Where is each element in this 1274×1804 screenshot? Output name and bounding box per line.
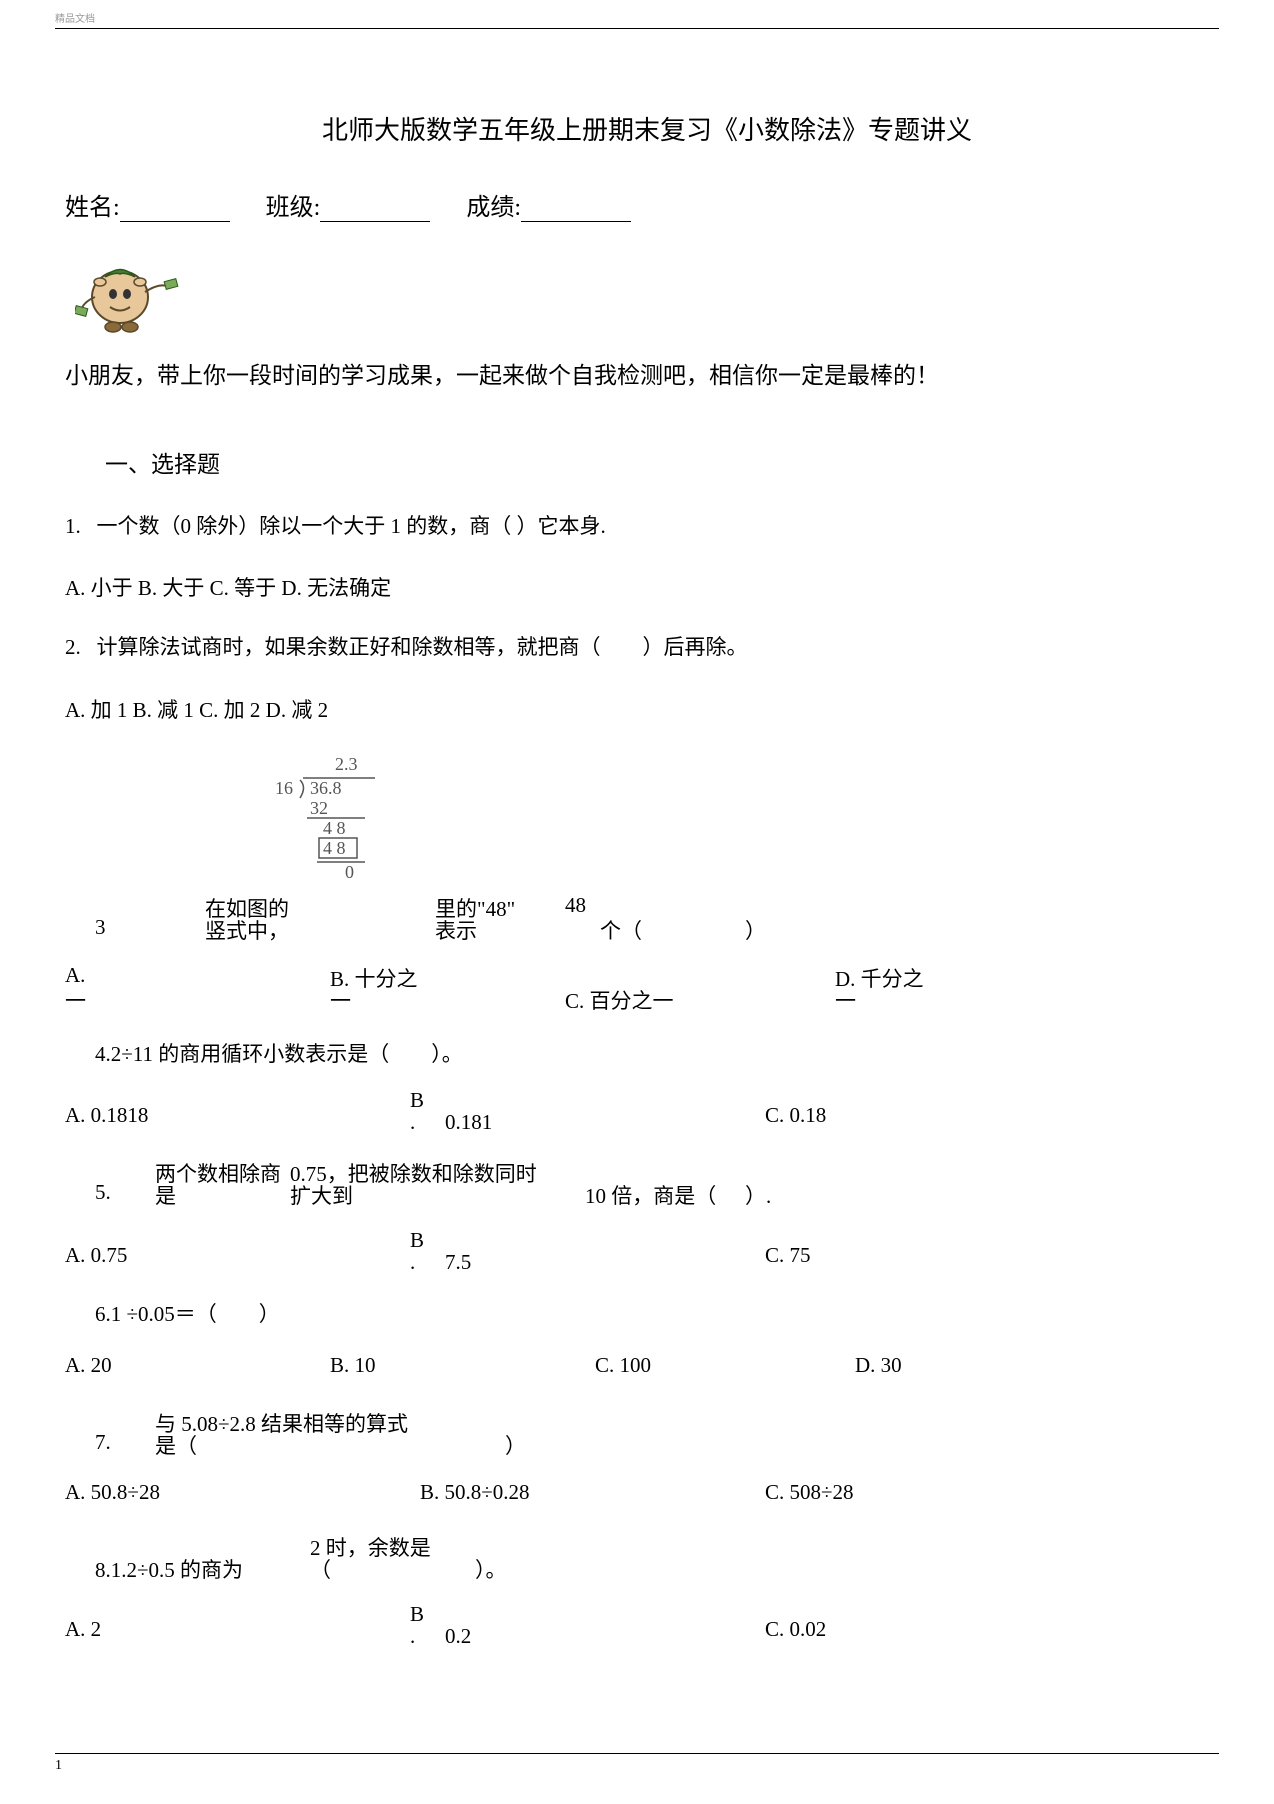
q1-options: A. 小于 B. 大于 C. 等于 D. 无法确定: [65, 572, 1189, 602]
q7-options: A. 50.8÷28 B. 50.8÷0.28 C. 508÷28: [65, 1480, 1189, 1510]
q4-opt-b2b: 0.181: [445, 1110, 492, 1135]
q1-number: 1.: [65, 509, 81, 545]
q2-text: 计算除法试商时，如果余数正好和除数相等，就把商（ ）后再除。: [97, 635, 748, 659]
q6-opt-a: A. 20: [65, 1353, 112, 1378]
q4-opt-b2: .: [410, 1110, 415, 1135]
q4-opt-c: C. 0.18: [765, 1103, 826, 1128]
q3-opt-d2: 一: [835, 985, 856, 1015]
q3-number: 3: [95, 915, 106, 940]
header-watermark: 精品文档: [55, 10, 95, 25]
document-title: 北师大版数学五年级上册期末复习《小数除法》专题讲义: [65, 110, 1189, 147]
q3-opt-c: C. 百分之一: [565, 985, 674, 1015]
q6-opt-c: C. 100: [595, 1353, 651, 1378]
bottom-divider: [55, 1753, 1219, 1754]
name-blank[interactable]: [120, 198, 230, 222]
question-1: 1. 一个数（0 除外）除以一个大于 1 的数，商（ ）它本身.: [65, 509, 1189, 545]
q5-options: A. 0.75 B . 7.5 C. 75: [65, 1228, 1189, 1278]
q8-opt-a: A. 2: [65, 1617, 101, 1642]
q3-opt-a2: 一: [65, 985, 86, 1015]
q7-p3: 是（: [155, 1430, 197, 1460]
page-number: 1: [55, 1758, 62, 1774]
question-2: 2. 计算除法试商时，如果余数正好和除数相等，就把商（ ）后再除。: [65, 630, 1189, 666]
q2-number: 2.: [65, 630, 81, 666]
step3-text: 0: [345, 862, 354, 882]
question-8: 8.1.2÷0.5 的商为 2 时，余数是 （ ）。: [65, 1532, 1189, 1582]
q5-opt-a: A. 0.75: [65, 1243, 127, 1268]
q8-options: A. 2 B . 0.2 C. 0.02: [65, 1602, 1189, 1652]
class-label: 班级:: [266, 195, 321, 221]
intro-text: 小朋友，带上你一段时间的学习成果，一起来做个自我检测吧，相信你一定是最棒的！: [65, 358, 1189, 395]
q8-opt-b2b: 0.2: [445, 1624, 471, 1649]
question-4: 4.2÷11 的商用循环小数表示是（ ）。: [95, 1038, 1189, 1068]
quotient-text: 2.3: [335, 754, 358, 774]
q6-options: A. 20 B. 10 C. 100 D. 30: [65, 1353, 1189, 1383]
q6-opt-b: B. 10: [330, 1353, 376, 1378]
q7-opt-b: B. 50.8÷0.28: [420, 1480, 530, 1505]
q8-opt-c: C. 0.02: [765, 1617, 826, 1642]
dividend-text: 36.8: [310, 778, 342, 798]
q7-p4: ）: [505, 1430, 526, 1460]
q8-p4: ）。: [475, 1554, 507, 1584]
q3-p7: 个（: [600, 915, 642, 945]
q5-number: 5.: [95, 1180, 111, 1205]
q3-p5: 表示: [435, 915, 477, 945]
long-division-figure: 2.3 16 36.8 32 4 8 4 8 0: [265, 752, 1189, 888]
q8-p1: 8.1.2÷0.5 的商为: [95, 1554, 243, 1584]
step2b-text: 4 8: [323, 838, 346, 858]
q4-opt-a: A. 0.1818: [65, 1103, 148, 1128]
question-7: 7. 与 5.08÷2.8 结果相等的算式 是（ ）: [65, 1408, 1189, 1458]
question-6: 6.1 ÷0.05＝（ ）: [95, 1298, 1189, 1328]
q2-options: A. 加 1 B. 减 1 C. 加 2 D. 减 2: [65, 694, 1189, 724]
q3-p6: 48: [565, 893, 586, 918]
question-5: 5. 两个数相除商 是 0.75，把被除数和除数同时 扩大到 10 倍，商是（ …: [65, 1158, 1189, 1208]
q4-options: A. 0.1818 B . 0.181 C. 0.18: [65, 1088, 1189, 1138]
q3-p3: 竖式中，: [205, 915, 289, 945]
student-info-row: 姓名: 班级: 成绩:: [65, 187, 1189, 222]
q5-opt-b2b: 7.5: [445, 1250, 471, 1275]
q7-number: 7.: [95, 1430, 111, 1455]
document-content: 北师大版数学五年级上册期末复习《小数除法》专题讲义 姓名: 班级: 成绩: 小朋…: [65, 110, 1189, 1672]
q6-opt-d: D. 30: [855, 1353, 902, 1378]
q7-opt-a: A. 50.8÷28: [65, 1480, 160, 1505]
top-divider: [55, 28, 1219, 29]
q5-p3: 是: [155, 1180, 176, 1210]
section-1-header: 一、选择题: [105, 445, 1189, 479]
q3-p8: ）: [745, 915, 766, 945]
mascot-image: [75, 252, 1189, 348]
q1-text: 一个数（0 除外）除以一个大于 1 的数，商（ ）它本身.: [97, 514, 606, 538]
q3-opt-b2: 一: [330, 985, 351, 1015]
q5-p7: ）.: [745, 1180, 771, 1210]
q5-opt-c: C. 75: [765, 1243, 811, 1268]
score-blank[interactable]: [521, 198, 631, 222]
q5-opt-b2: .: [410, 1250, 415, 1275]
q8-p3: （: [310, 1554, 331, 1584]
name-label: 姓名:: [65, 195, 120, 221]
q7-opt-c: C. 508÷28: [765, 1480, 854, 1505]
question-3: 3 在如图的 竖式中， 里的"48" 表示 48 个（ ）: [65, 893, 1189, 943]
q5-p6: 10 倍，商是（: [585, 1180, 716, 1210]
q8-opt-b2: .: [410, 1624, 415, 1649]
q5-p5: 扩大到: [290, 1180, 353, 1210]
step1-text: 32: [310, 798, 328, 818]
score-label: 成绩:: [466, 195, 521, 221]
divisor-text: 16: [275, 778, 293, 798]
step2a-text: 4 8: [323, 818, 346, 838]
q3-options: A. 一 B. 十分之 一 C. 百分之一 D. 千分之 一: [65, 963, 1189, 1013]
class-blank[interactable]: [320, 198, 430, 222]
